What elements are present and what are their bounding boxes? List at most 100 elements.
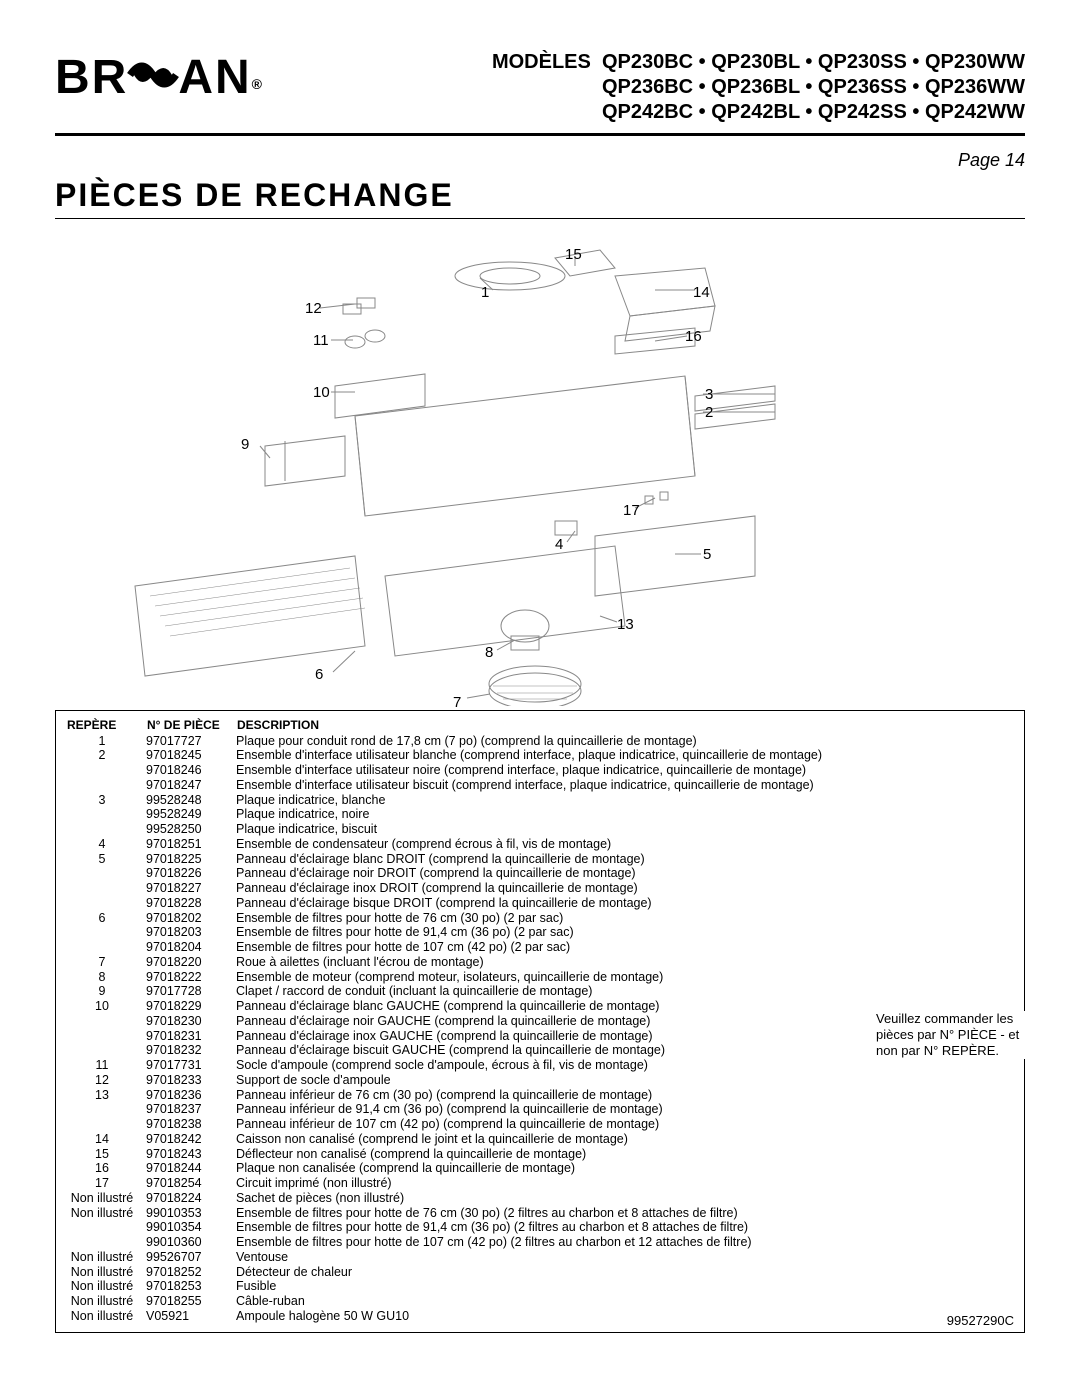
cell-part-number: 99010360 — [146, 1235, 236, 1250]
cell-description: Ensemble de filtres pour hotte de 76 cm … — [236, 911, 1014, 926]
diagram-callout: 4 — [555, 536, 563, 553]
col-header-desc: DESCRIPTION — [236, 717, 1014, 734]
table-row: 97018232Panneau d'éclairage biscuit GAUC… — [66, 1043, 1014, 1058]
cell-key: 3 — [66, 793, 146, 808]
cell-key — [66, 763, 146, 778]
cell-key: 9 — [66, 984, 146, 999]
diagram-callout: 13 — [617, 616, 634, 633]
cell-key: Non illustré — [66, 1294, 146, 1309]
cell-part-number: 97018228 — [146, 896, 236, 911]
table-row: 1297018233Support de socle d'ampoule — [66, 1073, 1014, 1088]
cell-key: 6 — [66, 911, 146, 926]
cell-key — [66, 1043, 146, 1058]
table-header-row: REPÈRE N° DE PIÈCE DESCRIPTION — [66, 717, 1014, 734]
cell-part-number: 97018204 — [146, 940, 236, 955]
cell-description: Fusible — [236, 1279, 1014, 1294]
cell-description: Câble-ruban — [236, 1294, 1014, 1309]
cell-description: Clapet / raccord de conduit (incluant la… — [236, 984, 1014, 999]
parts-table-wrap: REPÈRE N° DE PIÈCE DESCRIPTION 197017727… — [55, 710, 1025, 1333]
table-row: 297018245Ensemble d'interface utilisateu… — [66, 748, 1014, 763]
cell-part-number: 97017731 — [146, 1058, 236, 1073]
cell-key: Non illustré — [66, 1265, 146, 1280]
cell-key: Non illustré — [66, 1279, 146, 1294]
cell-part-number: 97018203 — [146, 925, 236, 940]
cell-part-number: 99528248 — [146, 793, 236, 808]
cell-key: Non illustré — [66, 1250, 146, 1265]
table-row: 497018251Ensemble de condensateur (compr… — [66, 837, 1014, 852]
cell-description: Ensemble de filtres pour hotte de 107 cm… — [236, 1235, 1014, 1250]
table-row: 97018237Panneau inférieur de 91,4 cm (36… — [66, 1102, 1014, 1117]
cell-key: 16 — [66, 1161, 146, 1176]
cell-key: 13 — [66, 1088, 146, 1103]
cell-description: Plaque indicatrice, noire — [236, 807, 1014, 822]
cell-description: Ensemble d'interface utilisateur noire (… — [236, 763, 1014, 778]
cell-part-number: 99526707 — [146, 1250, 236, 1265]
cell-key — [66, 925, 146, 940]
table-row: 1497018242Caisson non canalisé (comprend… — [66, 1132, 1014, 1147]
cell-key: 8 — [66, 970, 146, 985]
table-row: 99528249Plaque indicatrice, noire — [66, 807, 1014, 822]
cell-key — [66, 822, 146, 837]
cell-description: Ensemble de filtres pour hotte de 107 cm… — [236, 940, 1014, 955]
table-row: Non illustré97018255Câble-ruban — [66, 1294, 1014, 1309]
cell-description: Détecteur de chaleur — [236, 1265, 1014, 1280]
table-row: 1697018244Plaque non canalisée (comprend… — [66, 1161, 1014, 1176]
cell-description: Caisson non canalisé (comprend le joint … — [236, 1132, 1014, 1147]
cell-part-number: 97018233 — [146, 1073, 236, 1088]
cell-part-number: V05921 — [146, 1309, 236, 1324]
cell-key — [66, 807, 146, 822]
cell-part-number: 97018238 — [146, 1117, 236, 1132]
cell-key: 2 — [66, 748, 146, 763]
cell-part-number: 97018231 — [146, 1029, 236, 1044]
cell-description: Ensemble de condensateur (comprend écrou… — [236, 837, 1014, 852]
diagram-callout: 15 — [565, 246, 582, 263]
brand-text-1: BR — [55, 50, 128, 105]
table-row: 99010354Ensemble de filtres pour hotte d… — [66, 1220, 1014, 1235]
models-line-1-text: QP230BC • QP230BL • QP230SS • QP230WW — [602, 51, 1025, 73]
diagram-callout: 14 — [693, 284, 710, 301]
cell-key — [66, 940, 146, 955]
cell-key: 5 — [66, 852, 146, 867]
cell-description: Panneau d'éclairage blanc DROIT (compren… — [236, 852, 1014, 867]
cell-part-number: 99010353 — [146, 1206, 236, 1221]
table-row: 97018228Panneau d'éclairage bisque DROIT… — [66, 896, 1014, 911]
cell-key: 15 — [66, 1147, 146, 1162]
diagram-callout: 8 — [485, 644, 493, 661]
cell-key: 10 — [66, 999, 146, 1014]
cell-part-number: 97018222 — [146, 970, 236, 985]
cell-part-number: 97018229 — [146, 999, 236, 1014]
diagram-callout: 16 — [685, 328, 702, 345]
page-number: Page 14 — [55, 150, 1025, 171]
cell-part-number: 97018225 — [146, 852, 236, 867]
cell-description: Ventouse — [236, 1250, 1014, 1265]
cell-key: 4 — [66, 837, 146, 852]
table-row: 399528248Plaque indicatrice, blanche — [66, 793, 1014, 808]
cell-part-number: 97018255 — [146, 1294, 236, 1309]
cell-description: Plaque non canalisée (comprend la quinca… — [236, 1161, 1014, 1176]
cell-key: 1 — [66, 734, 146, 749]
table-row: 97018226Panneau d'éclairage noir DROIT (… — [66, 866, 1014, 881]
cell-description: Ensemble de filtres pour hotte de 91,4 c… — [236, 1220, 1014, 1235]
brand-infinity-icon — [124, 52, 182, 107]
models-line-2: QP236BC • QP236BL • QP236SS • QP236WW — [492, 75, 1025, 100]
cell-part-number: 97018230 — [146, 1014, 236, 1029]
table-row: 1097018229Panneau d'éclairage blanc GAUC… — [66, 999, 1014, 1014]
cell-part-number: 97018232 — [146, 1043, 236, 1058]
table-row: 797018220Roue à ailettes (incluant l'écr… — [66, 955, 1014, 970]
table-row: 97018204Ensemble de filtres pour hotte d… — [66, 940, 1014, 955]
diagram-callout: 17 — [623, 502, 640, 519]
cell-key: Non illustré — [66, 1191, 146, 1206]
cell-key: 11 — [66, 1058, 146, 1073]
table-row: 1397018236Panneau inférieur de 76 cm (30… — [66, 1088, 1014, 1103]
cell-description: Plaque pour conduit rond de 17,8 cm (7 p… — [236, 734, 1014, 749]
cell-key — [66, 1117, 146, 1132]
table-row: 97018238Panneau inférieur de 107 cm (42 … — [66, 1117, 1014, 1132]
diagram-callout: 7 — [453, 694, 461, 711]
table-row: 197017727Plaque pour conduit rond de 17,… — [66, 734, 1014, 749]
table-row: Non illustré99010353Ensemble de filtres … — [66, 1206, 1014, 1221]
cell-description: Panneau inférieur de 91,4 cm (36 po) (co… — [236, 1102, 1014, 1117]
diagram-svg — [55, 246, 1025, 706]
table-row: 997017728Clapet / raccord de conduit (in… — [66, 984, 1014, 999]
cell-description: Déflecteur non canalisé (comprend la qui… — [236, 1147, 1014, 1162]
cell-part-number: 97017728 — [146, 984, 236, 999]
